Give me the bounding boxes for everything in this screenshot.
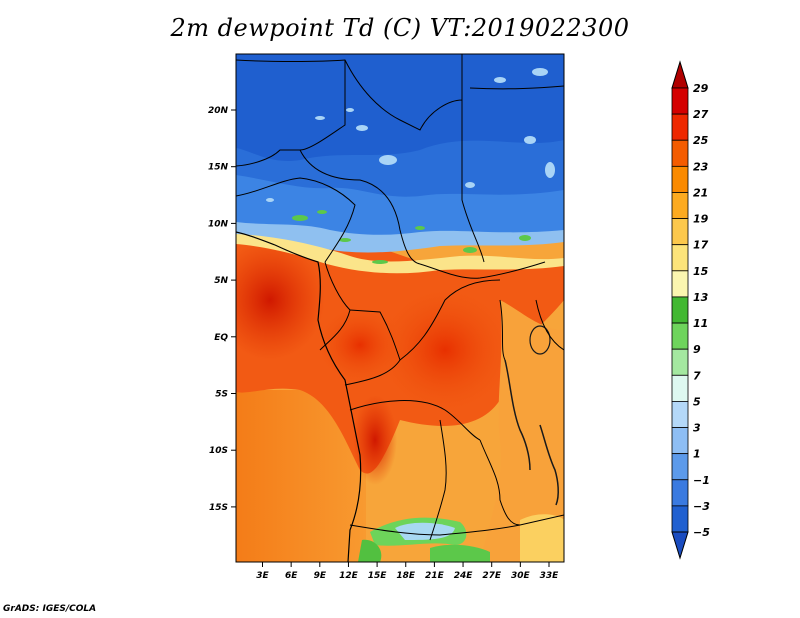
y-tick-label: EQ	[214, 333, 228, 343]
colorbar-segment	[671, 139, 689, 167]
y-tick-label: 15S	[209, 503, 228, 513]
y-tick-label: 20N	[208, 106, 229, 116]
colorbar-label: −3	[693, 500, 710, 513]
x-tick-label: 27E	[482, 571, 502, 581]
x-tick-label: 9E	[314, 571, 327, 581]
colorbar-label: −1	[693, 474, 710, 487]
colorbar-label: 21	[693, 186, 708, 199]
x-tick-label: 12E	[339, 571, 359, 581]
x-tick-label: 33E	[540, 571, 560, 581]
x-tick-label: 3E	[256, 571, 269, 581]
map-title: 2m dewpoint Td (C) VT:2019022300	[170, 14, 630, 42]
colorbar-label: 19	[693, 213, 709, 226]
colorbar-segment	[671, 296, 689, 324]
colorbar-label: 29	[693, 82, 709, 95]
colorbar-segment	[671, 348, 689, 376]
colorbar-label: 13	[693, 291, 709, 304]
colorbar-segment	[671, 165, 689, 193]
colorbar-segment	[671, 505, 689, 533]
colorbar-top-arrow	[671, 60, 689, 89]
colorbar-segment	[671, 244, 689, 272]
colorbar-segment	[671, 192, 689, 219]
x-tick-label: 30E	[511, 571, 531, 581]
y-tick-label: 10S	[209, 446, 228, 456]
colorbar-segment	[671, 87, 689, 115]
colorbar-label: 23	[693, 160, 709, 173]
colorbar: 29 27 25 23 21 19 17 15 13 11 9 7 5 3 1 −1 −3 −5	[671, 60, 710, 560]
colorbar-label: 17	[693, 239, 709, 252]
y-tick-label: 5N	[214, 276, 228, 286]
colorbar-label: 27	[693, 108, 709, 121]
colorbar-label: 15	[693, 265, 709, 278]
colorbar-segment	[671, 218, 689, 246]
y-tick-label: 15N	[208, 163, 229, 173]
colorbar-segment	[671, 113, 689, 141]
colorbar-segment	[671, 270, 689, 298]
dewpoint-field	[236, 54, 564, 562]
colorbar-segment	[671, 453, 689, 481]
colorbar-segment	[671, 479, 689, 507]
colorbar-label: 1	[693, 448, 701, 461]
x-tick-label: 6E	[285, 571, 298, 581]
y-tick-label: 10N	[208, 219, 229, 229]
x-tick-label: 15E	[368, 571, 388, 581]
y-axis-ticks: 20N 15N 10N 5N EQ 5S 10S 15S	[208, 106, 236, 513]
colorbar-label: −5	[693, 526, 710, 539]
colorbar-label: 11	[693, 317, 708, 330]
y-tick-label: 5S	[215, 390, 228, 400]
colorbar-label: 25	[693, 134, 709, 147]
colorbar-label: 7	[693, 369, 701, 382]
colorbar-label: 9	[693, 343, 701, 356]
colorbar-label: 3	[693, 422, 701, 435]
x-tick-label: 21E	[425, 571, 445, 581]
colorbar-segment	[671, 374, 689, 402]
credit-text: GrADS: IGES/COLA	[3, 604, 97, 614]
colorbar-segment	[671, 322, 689, 350]
colorbar-segment	[671, 401, 689, 428]
colorbar-segment	[671, 427, 689, 455]
x-tick-label: 18E	[396, 571, 416, 581]
colorbar-bottom-arrow	[671, 531, 689, 560]
x-tick-label: 24E	[454, 571, 474, 581]
map-frame	[235, 53, 565, 563]
x-axis-ticks: 3E 6E 9E 12E 15E 18E 21E 24E 27E 30E 33E	[256, 562, 559, 581]
colorbar-label: 5	[693, 395, 701, 408]
